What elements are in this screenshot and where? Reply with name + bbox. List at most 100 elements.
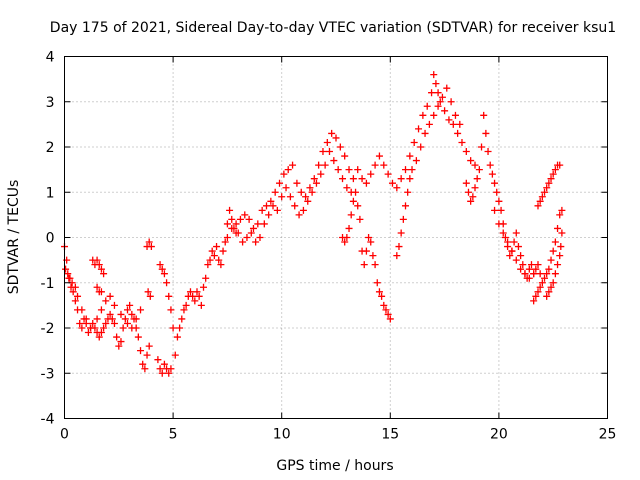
data-point [467, 157, 475, 165]
data-point [473, 175, 481, 183]
data-point [365, 234, 373, 241]
data-point [525, 265, 533, 273]
data-point [102, 319, 110, 327]
series-s5 [223, 129, 357, 241]
data-point [397, 175, 405, 183]
data-point [551, 166, 559, 174]
data-point [354, 202, 362, 210]
y-tick-label: 0 [46, 231, 55, 247]
data-point [488, 170, 496, 178]
data-point [254, 220, 262, 228]
data-point [521, 270, 529, 278]
data-point [549, 170, 557, 178]
data-point [115, 342, 123, 350]
data-point [293, 179, 301, 187]
data-point [291, 202, 299, 210]
data-point [545, 265, 553, 273]
data-point [295, 211, 303, 219]
data-point [156, 365, 164, 373]
data-point [167, 365, 175, 373]
series-s8 [354, 71, 479, 192]
data-point [247, 229, 255, 237]
data-point [204, 261, 212, 269]
data-point [504, 238, 512, 246]
data-point [543, 270, 551, 278]
data-point [310, 175, 318, 183]
data-point [475, 166, 483, 174]
data-point [417, 143, 425, 151]
data-point [536, 197, 544, 205]
data-point [167, 306, 175, 314]
series-s9 [393, 84, 464, 260]
data-point [328, 129, 336, 137]
data-point [145, 238, 153, 246]
data-point [406, 152, 414, 160]
data-point [84, 329, 92, 337]
data-point [447, 98, 455, 106]
data-point [289, 161, 297, 169]
data-point [393, 184, 401, 192]
data-point [102, 297, 110, 305]
data-point [76, 319, 84, 327]
data-point [221, 238, 229, 246]
data-point [260, 220, 268, 228]
x-tick-label: 0 [60, 427, 69, 443]
data-point [497, 206, 505, 214]
data-point [200, 283, 208, 291]
data-point [69, 288, 77, 296]
x-tick-label: 15 [381, 427, 399, 443]
data-point [397, 229, 405, 237]
data-point [62, 265, 70, 273]
data-point [438, 93, 446, 101]
data-point [454, 129, 462, 137]
data-point [339, 175, 347, 183]
data-point [141, 365, 149, 373]
data-point [160, 270, 168, 278]
data-point [441, 107, 449, 115]
data-point [100, 270, 108, 278]
data-point [547, 256, 555, 264]
series-s3 [89, 256, 108, 296]
data-point [265, 211, 273, 219]
data-point [486, 161, 494, 169]
data-point [551, 270, 559, 278]
y-tick-label: -3 [41, 366, 55, 382]
data-point [556, 161, 564, 169]
data-point [384, 170, 392, 178]
grid-layer [64, 56, 608, 419]
data-point [367, 170, 375, 178]
data-point [495, 197, 503, 205]
data-point [347, 211, 355, 219]
data-point [343, 234, 351, 241]
data-point [87, 324, 95, 332]
data-point [278, 193, 286, 201]
data-point [558, 206, 566, 214]
data-point [367, 238, 375, 246]
data-point [541, 274, 549, 282]
data-point [97, 306, 105, 314]
data-point [82, 315, 90, 323]
data-point [71, 297, 79, 305]
data-point [66, 274, 74, 282]
data-point [388, 179, 396, 187]
data-point [484, 148, 492, 156]
data-point [556, 252, 564, 260]
data-point [510, 238, 518, 246]
data-point [191, 297, 199, 305]
data-point [165, 369, 173, 377]
tick-label-layer: 0 5 10 15 20 25 -4 -3 -2 -1 0 1 2 3 4 [41, 50, 617, 443]
data-point [456, 120, 464, 128]
data-point [345, 166, 353, 174]
data-point [362, 179, 370, 187]
data-point [410, 138, 418, 146]
data-point [158, 369, 166, 377]
data-point [143, 351, 151, 359]
data-point [478, 143, 486, 151]
data-point [536, 270, 544, 278]
data-point [232, 220, 240, 228]
data-point [349, 197, 357, 205]
data-point [276, 179, 284, 187]
series-s6 [234, 148, 355, 246]
data-point [395, 243, 403, 251]
data-point [538, 279, 546, 287]
